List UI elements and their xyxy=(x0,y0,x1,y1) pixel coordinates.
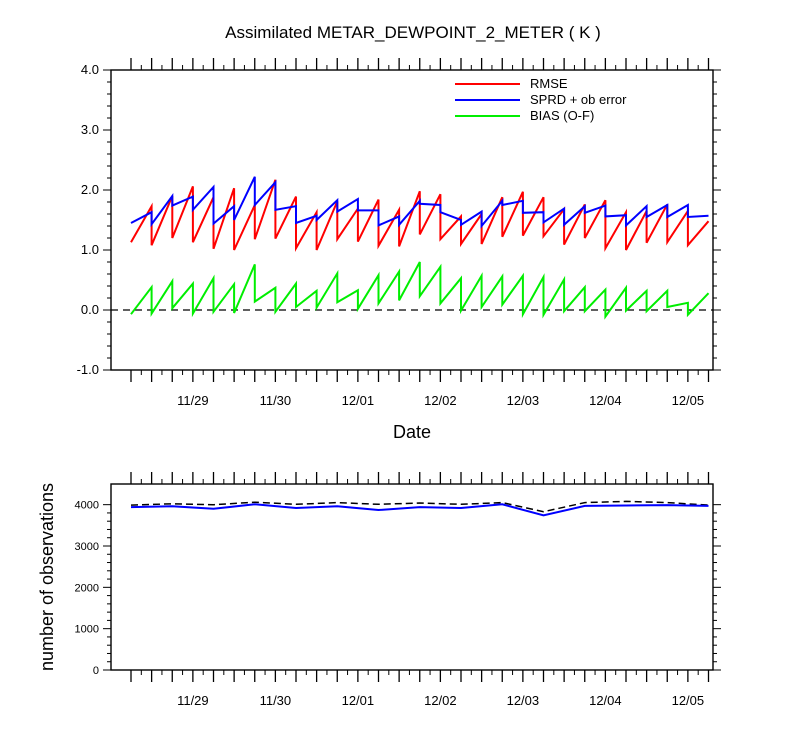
legend-label: RMSE xyxy=(530,76,568,91)
series-line-1 xyxy=(130,503,709,517)
rmse-line xyxy=(130,179,710,252)
bias-o-f-line xyxy=(130,261,710,320)
y-tick-label: 2.0 xyxy=(81,182,99,197)
chart-title: Assimilated METAR_DEWPOINT_2_METER ( K ) xyxy=(225,23,601,42)
y-tick-label: 3.0 xyxy=(81,122,99,137)
x-tick-label: 12/05 xyxy=(672,693,705,708)
y-tick-label: 0.0 xyxy=(81,302,99,317)
x-tick-label: 12/02 xyxy=(424,393,457,408)
rmse-chart-panel: Assimilated METAR_DEWPOINT_2_METER ( K )… xyxy=(77,23,721,442)
x-tick-label: 12/01 xyxy=(342,693,375,708)
series-line-0 xyxy=(130,500,709,513)
x-tick-label: 12/03 xyxy=(507,393,540,408)
x-tick-label: 11/30 xyxy=(260,693,292,708)
observation-count-panel: 0 1000 2000 3000 4000 11/29 11/30 12/01 12/02 12/… xyxy=(37,472,721,708)
legend-label: SPRD + ob error xyxy=(530,92,627,107)
bottom-axes: 0 1000 2000 3000 4000 11/29 11/30 12/01 12/02 12/… xyxy=(75,472,721,708)
top-series-group xyxy=(130,176,710,320)
x-axis-title: Date xyxy=(393,422,431,442)
x-tick-label: 12/02 xyxy=(424,693,457,708)
x-tick-label: 12/04 xyxy=(589,693,622,708)
bottom-plot-frame xyxy=(110,483,714,671)
y-tick-label: 4.0 xyxy=(81,62,99,77)
x-tick-label: 12/04 xyxy=(589,393,622,408)
x-tick-label: 12/01 xyxy=(342,393,375,408)
y-tick-label: 4000 xyxy=(75,500,99,512)
bottom-series-group xyxy=(130,500,709,517)
y-axis-title: number of observations xyxy=(37,483,57,671)
x-tick-label: 11/29 xyxy=(177,393,209,408)
y-tick-label: 3000 xyxy=(75,541,99,553)
top-plot-frame xyxy=(110,69,714,371)
y-tick-label: 0 xyxy=(93,665,99,677)
y-tick-label: -1.0 xyxy=(77,362,99,377)
x-tick-label: 11/30 xyxy=(260,393,292,408)
x-tick-label: 12/03 xyxy=(507,693,540,708)
x-tick-label: 11/29 xyxy=(177,693,209,708)
legend-label: BIAS (O-F) xyxy=(530,108,594,123)
y-tick-label: 1.0 xyxy=(81,242,99,257)
sprd-ob-error-line xyxy=(130,176,709,229)
y-tick-label: 2000 xyxy=(75,582,99,594)
x-tick-label: 12/05 xyxy=(672,393,705,408)
y-tick-label: 1000 xyxy=(75,624,99,636)
top-axes: -1.0 0.0 1.0 2.0 3.0 4.0 11/29 11/30 12/01 12/02 1… xyxy=(77,58,721,408)
